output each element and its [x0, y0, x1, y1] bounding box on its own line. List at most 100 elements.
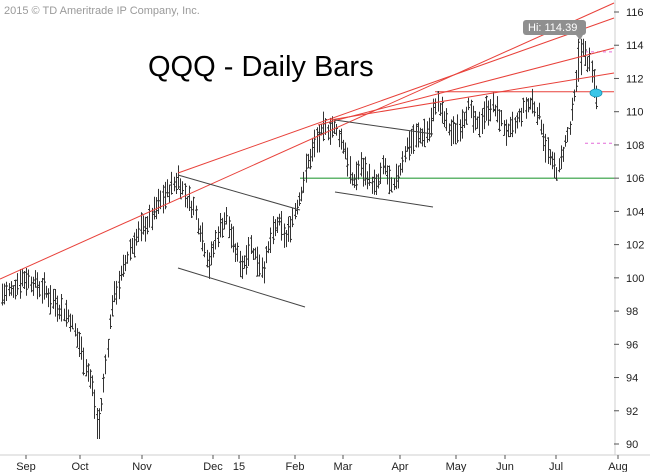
price-bar: [276, 216, 279, 234]
price-bar: [379, 162, 382, 185]
price-bar: [478, 111, 481, 138]
price-bar: [135, 228, 138, 246]
price-bar: [335, 123, 338, 136]
price-bar: [80, 336, 83, 360]
price-bar: [228, 216, 231, 239]
y-tick-label: 102: [626, 240, 644, 252]
price-bar: [536, 107, 539, 125]
price-bar: [241, 255, 244, 279]
price-bar: [16, 273, 19, 295]
price-bar: [362, 157, 365, 187]
price-bar: [573, 89, 576, 102]
price-bar: [129, 238, 132, 261]
price-bar: [104, 354, 107, 375]
price-bar: [467, 97, 470, 111]
price-bar: [410, 128, 413, 154]
x-tick-label: Jun: [496, 461, 514, 472]
price-bar: [454, 122, 457, 145]
price-bar: [569, 121, 572, 135]
price-bar: [342, 139, 345, 154]
price-bar: [76, 328, 79, 348]
price-bar: [439, 103, 442, 116]
price-bar: [10, 281, 13, 296]
x-tick-label: Dec: [203, 461, 223, 472]
y-tick-label: 100: [626, 273, 644, 285]
price-bar: [498, 109, 501, 132]
price-bar: [190, 200, 193, 219]
price-bar: [472, 105, 475, 133]
price-bar: [399, 163, 402, 176]
price-bar: [450, 119, 453, 146]
red-trendline: [177, 17, 615, 174]
price-bar: [558, 158, 561, 173]
price-bar: [397, 165, 400, 189]
price-bar: [298, 192, 301, 206]
channel-line: [177, 267, 306, 308]
price-bar: [577, 38, 580, 82]
price-bar: [192, 196, 195, 216]
price-bar: [575, 69, 578, 92]
red-trendline: [0, 2, 615, 280]
price-bar: [309, 148, 312, 170]
x-tick-label: Aug: [608, 461, 628, 472]
price-bar: [109, 314, 112, 329]
y-tick-label: 108: [626, 140, 644, 152]
price-bar: [349, 156, 352, 184]
y-tick-label: 104: [626, 206, 644, 218]
x-tick-label: Nov: [132, 461, 152, 472]
price-bar: [571, 97, 574, 121]
price-bar: [56, 295, 59, 322]
price-bar: [58, 304, 61, 320]
price-bar: [346, 147, 349, 177]
price-bar: [426, 121, 429, 143]
price-bar: [333, 119, 336, 135]
price-bar: [344, 142, 347, 160]
x-tick-label: Sep: [16, 461, 36, 472]
price-bar: [274, 219, 277, 237]
price-bar: [82, 347, 85, 376]
price-bar: [126, 251, 129, 264]
price-bar: [272, 216, 275, 245]
price-bar: [113, 281, 116, 303]
price-bar: [586, 56, 589, 73]
x-tick-label: 15: [233, 461, 245, 472]
price-bar: [408, 131, 411, 161]
price-bar: [474, 110, 477, 131]
price-bar: [514, 117, 517, 134]
price-bar: [448, 123, 451, 136]
price-bar: [289, 216, 292, 243]
price-bar: [278, 213, 281, 226]
price-bar: [87, 363, 90, 382]
price-bar: [560, 145, 563, 170]
price-bar: [463, 112, 466, 128]
price-bar: [516, 112, 519, 129]
price-bar: [96, 408, 99, 440]
price-bar: [509, 116, 512, 138]
channel-line: [334, 119, 434, 135]
price-bar: [250, 235, 253, 254]
price-bar: [302, 171, 305, 193]
price-bar: [522, 97, 525, 114]
price-bar: [540, 119, 543, 135]
price-bar: [415, 123, 418, 148]
price-bar: [144, 216, 147, 242]
price-bar: [201, 222, 204, 252]
price-bar: [175, 172, 178, 195]
price-bar: [223, 212, 226, 230]
price-bar: [206, 249, 209, 268]
price-bar: [8, 283, 11, 297]
price-bar: [318, 124, 321, 153]
price-bar: [74, 323, 77, 337]
hi-label-box: [523, 20, 586, 35]
price-bar: [214, 230, 217, 250]
price-bar: [527, 98, 530, 113]
price-bar: [118, 270, 121, 300]
price-bar: [36, 272, 39, 300]
price-bar: [553, 152, 556, 179]
price-bar: [296, 199, 299, 215]
price-bar: [421, 128, 424, 147]
price-bar: [549, 149, 552, 166]
price-bar: [338, 129, 341, 148]
x-tick-label: Oct: [71, 461, 88, 472]
price-bar: [195, 205, 198, 220]
